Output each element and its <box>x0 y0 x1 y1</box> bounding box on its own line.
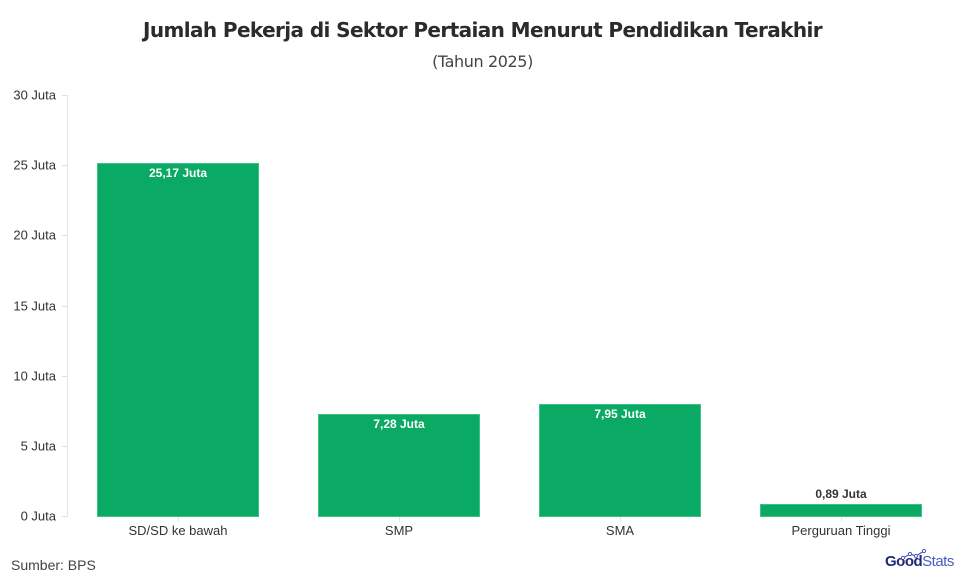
y-tick-label: 15 Juta <box>13 298 56 313</box>
y-tick <box>62 305 67 307</box>
y-tick-label: 20 Juta <box>13 227 56 243</box>
logo-text-stats: Stats <box>922 553 954 570</box>
y-tick-label: 10 Juta <box>13 368 56 384</box>
trend-line-icon <box>901 549 927 559</box>
bar-value-label: 7,28 Juta <box>373 416 425 431</box>
x-category-label: SMP <box>384 523 414 538</box>
logo-text-good: Good <box>885 553 923 570</box>
y-tick-label: 30 Juta <box>13 87 56 103</box>
x-category-label: Perguruan Tinggi <box>791 523 891 538</box>
y-tick <box>62 235 67 237</box>
y-tick-label: 0 Juta <box>20 508 56 524</box>
chart-title: Jumlah Pekerja di Sektor Pertaian Menuru… <box>143 18 823 42</box>
bar[interactable] <box>318 413 480 517</box>
x-tick <box>178 517 179 522</box>
y-tick <box>62 95 67 96</box>
x-tick <box>399 517 400 522</box>
bar[interactable] <box>539 404 701 517</box>
x-tick <box>841 517 842 522</box>
x-tick <box>620 517 621 522</box>
y-axis-line <box>67 95 68 517</box>
y-tick-label: 5 Juta <box>20 438 56 454</box>
x-category-label: SMA <box>605 523 635 538</box>
y-tick <box>62 516 67 517</box>
bar-value-label: 0,89 Juta <box>815 486 867 501</box>
y-tick <box>62 445 67 447</box>
bar[interactable] <box>97 162 259 517</box>
goodstats-logo: GoodStats <box>885 549 954 570</box>
bar-value-label: 25,17 Juta <box>148 165 208 180</box>
bar[interactable] <box>760 503 922 517</box>
y-tick <box>62 375 67 377</box>
source-note: Sumber: BPS <box>11 557 96 573</box>
y-tick <box>62 165 67 167</box>
bar-value-label: 7,95 Juta <box>594 407 646 422</box>
x-category-label: SD/SD ke bawah <box>128 523 228 538</box>
y-tick-label: 25 Juta <box>13 157 56 173</box>
chart-subtitle: (Tahun 2025) <box>432 52 533 71</box>
